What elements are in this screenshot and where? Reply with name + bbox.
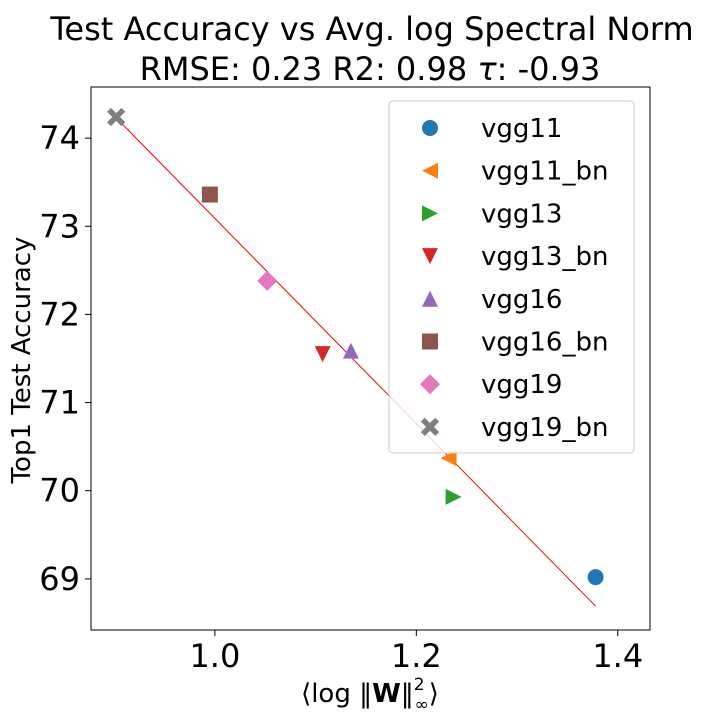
chart-subtitle: RMSE: 0.23 R2: 0.98 τ: -0.93 [140, 50, 601, 88]
tau-value: : -0.93 [497, 50, 601, 88]
legend-marker-vgg11_bn [422, 162, 438, 179]
x-axis-label: ⟨log ‖W‖2 ∞⟩ [301, 675, 439, 715]
legend-marker-vgg19_bn [420, 417, 440, 437]
x-tick-label: 1.4 [592, 637, 643, 675]
data-points [107, 107, 604, 586]
legend-box [388, 100, 635, 454]
y-tick-label: 74 [39, 119, 80, 157]
data-point-vgg11_bn [440, 450, 457, 467]
data-point-vgg19_bn [107, 107, 126, 127]
legend-marker-vgg16_bn [422, 333, 438, 350]
legend-marker-vgg11 [422, 120, 438, 136]
x-tick-label: 1.2 [391, 637, 442, 675]
data-point-vgg16 [342, 342, 359, 359]
chart-title: Test Accuracy vs Avg. log Spectral Norm [49, 10, 693, 48]
y-tick-label: 73 [39, 207, 80, 245]
legend-label-vgg11_bn: vgg11_bn [481, 157, 608, 187]
axis-ticks: 1.0 1.2 1.4 69 70 71 72 73 74 [39, 119, 643, 675]
legend-marker-vgg13 [422, 205, 438, 222]
y-tick-label: 69 [39, 560, 80, 598]
legend-label-vgg11: vgg11 [481, 114, 562, 144]
data-point-vgg19 [257, 270, 278, 291]
rmse-text: RMSE: 0.23 [140, 50, 323, 88]
legend-marker-vgg19 [420, 374, 440, 395]
y-axis-label: Top1 Test Accuracy [7, 237, 37, 485]
data-point-vgg13 [445, 488, 462, 505]
data-point-vgg13_bn [314, 346, 331, 363]
x-tick-label: 1.0 [189, 637, 240, 675]
legend-label-vgg19_bn: vgg19_bn [481, 413, 608, 443]
plot-area [90, 86, 651, 631]
legend: vgg11 vgg11_bn vgg13 vgg13_bn vgg16 vgg16_bnv… [420, 114, 608, 443]
fit-line [115, 117, 596, 607]
tau-symbol: τ [477, 50, 497, 88]
y-tick-label: 70 [39, 472, 80, 510]
legend-label-vgg16: vgg16 [481, 285, 562, 315]
y-tick-label: 71 [39, 384, 80, 422]
legend-label-vgg16_bn: vgg16_bn [481, 328, 608, 358]
legend-label-vgg13: vgg13 [481, 199, 562, 229]
legend-label-vgg13_bn: vgg13_bn [481, 242, 608, 272]
y-tick-label: 72 [39, 295, 80, 333]
data-point-vgg11 [587, 569, 604, 586]
legend-label-vgg19: vgg19 [481, 370, 562, 400]
data-point-vgg16_bn [201, 186, 218, 203]
legend-marker-vgg16 [422, 290, 438, 307]
r2-text: R2: 0.98 [332, 50, 467, 88]
legend-marker-vgg13_bn [422, 248, 438, 265]
